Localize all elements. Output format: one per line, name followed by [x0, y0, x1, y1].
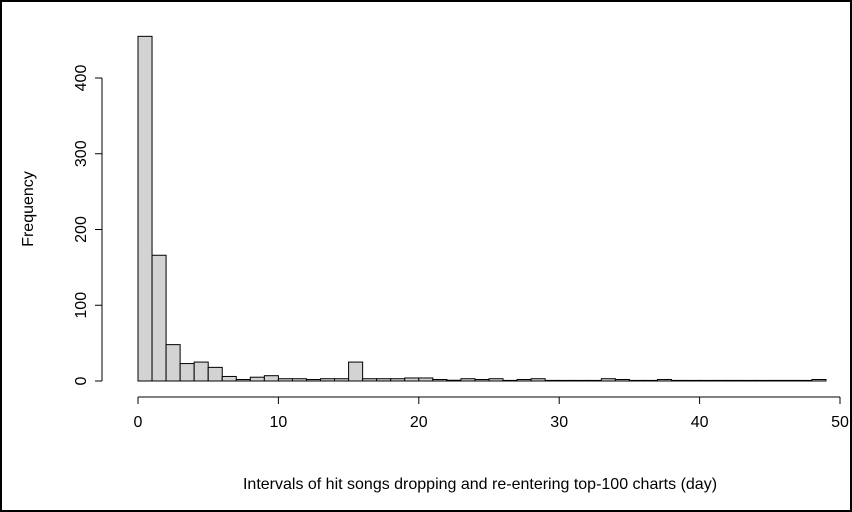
histogram-bar [530, 378, 546, 382]
histogram-bar [502, 379, 518, 382]
histogram-bar [516, 378, 532, 382]
histogram-bar [769, 379, 785, 382]
x-tick-label: 0 [134, 414, 143, 431]
histogram-bar [460, 378, 476, 382]
y-axis: 0 100 200 300 400 [73, 65, 103, 385]
histogram-bar [727, 379, 743, 382]
histogram-bar [137, 35, 153, 382]
histogram-bars [137, 35, 827, 382]
histogram-bar [263, 375, 279, 382]
histogram-bar [586, 379, 602, 382]
histogram-bar [235, 378, 251, 382]
y-tick-label: 100 [73, 292, 90, 319]
histogram-bar [249, 376, 265, 382]
histogram-bar [614, 378, 630, 382]
histogram-bar [418, 377, 434, 382]
histogram-bar [783, 379, 799, 382]
histogram-bar [362, 378, 378, 382]
histogram-bar [390, 378, 406, 382]
histogram-bar [404, 377, 420, 382]
histogram-bar [432, 378, 448, 382]
histogram-bar [713, 379, 729, 382]
histogram-bar [558, 379, 574, 382]
y-tick-label: 0 [73, 376, 90, 385]
x-tick-label: 50 [831, 414, 849, 431]
histogram-bar [656, 378, 673, 382]
histogram-bar [628, 379, 644, 382]
x-axis-label: Intervals of hit songs dropping and re-e… [243, 476, 717, 493]
histogram-bar [207, 366, 223, 382]
histogram-bar [797, 379, 813, 382]
y-axis-label: Frequency [20, 171, 37, 247]
histogram-bar [699, 379, 715, 382]
histogram-bar [544, 379, 560, 382]
histogram-bar [193, 361, 209, 382]
y-tick-label: 200 [73, 216, 90, 243]
histogram-bar [334, 378, 350, 382]
histogram-bar [474, 378, 490, 382]
histogram-bar [179, 363, 195, 382]
y-tick-label: 300 [73, 140, 90, 167]
histogram-bar [376, 378, 392, 382]
x-axis: 0 10 20 30 40 50 [134, 396, 849, 431]
histogram-bar [741, 379, 757, 382]
y-tick-label: 400 [73, 65, 90, 92]
histogram-bar [151, 254, 167, 382]
x-tick-label: 40 [691, 414, 709, 431]
histogram-bar [600, 378, 616, 382]
histogram-bar [685, 379, 701, 382]
histogram-bar [446, 379, 462, 382]
histogram-bar [755, 379, 771, 382]
x-tick-label: 20 [410, 414, 428, 431]
histogram-bar [811, 378, 827, 382]
histogram-bar [642, 379, 658, 382]
histogram-bar [671, 379, 687, 382]
histogram-bar [221, 375, 237, 382]
histogram-bar [291, 378, 307, 382]
histogram-bar [348, 361, 364, 382]
histogram-bar [165, 344, 181, 382]
x-tick-label: 10 [270, 414, 288, 431]
histogram-bar [305, 378, 322, 382]
x-tick-label: 30 [550, 414, 568, 431]
histogram-bar [320, 378, 336, 382]
histogram-bar [277, 378, 293, 382]
histogram-bar [488, 378, 504, 382]
histogram-bar [572, 379, 588, 382]
